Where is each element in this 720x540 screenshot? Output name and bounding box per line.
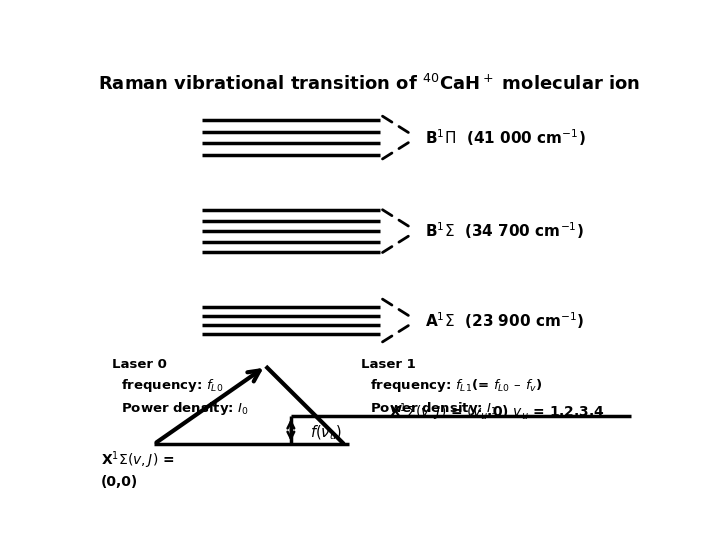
Text: Laser 0
  frequency: $f_{L0}$
  Power density: $I_0$: Laser 0 frequency: $f_{L0}$ Power densit… <box>112 357 249 416</box>
Text: B$^1\Sigma$  (34 700 cm$^{-1}$): B$^1\Sigma$ (34 700 cm$^{-1}$) <box>425 221 584 241</box>
Text: Raman vibrational transition of $^{40}$CaH$^+$ molecular ion: Raman vibrational transition of $^{40}$C… <box>98 73 640 93</box>
Text: B$^1\Pi$  (41 000 cm$^{-1}$): B$^1\Pi$ (41 000 cm$^{-1}$) <box>425 127 585 148</box>
Text: A$^1\Sigma$  (23 900 cm$^{-1}$): A$^1\Sigma$ (23 900 cm$^{-1}$) <box>425 310 584 331</box>
Text: X$^1\Sigma(v,J)$ =
(0,0): X$^1\Sigma(v,J)$ = (0,0) <box>101 449 174 489</box>
Text: Laser 1
  frequency: $f_{L1}$(= $f_{L0}$ – $f_v$)
  Power density: $I_1$: Laser 1 frequency: $f_{L1}$(= $f_{L0}$ –… <box>361 357 542 416</box>
Text: X$^1\Sigma(v,J)$ = $(v_u$,0) $v_u$ = 1,2,3,4: X$^1\Sigma(v,J)$ = $(v_u$,0) $v_u$ = 1,2… <box>389 401 604 423</box>
Text: $f(\nu_u)$: $f(\nu_u)$ <box>310 423 343 442</box>
